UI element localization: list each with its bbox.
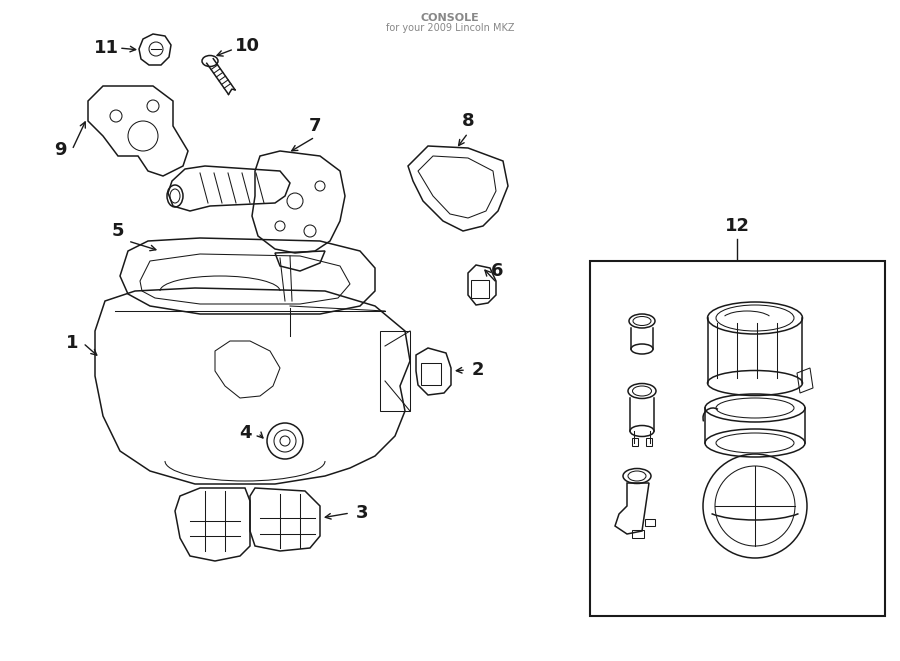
Bar: [421, 363, 441, 385]
Text: 7: 7: [309, 117, 321, 135]
Text: 1: 1: [66, 334, 78, 352]
Text: 9: 9: [54, 141, 67, 159]
Bar: [632, 438, 638, 446]
Text: 4: 4: [238, 424, 251, 442]
Text: 3: 3: [356, 504, 368, 522]
Bar: [632, 530, 644, 538]
Text: 5: 5: [112, 222, 124, 240]
Text: 12: 12: [724, 217, 750, 235]
Bar: [645, 519, 655, 526]
Bar: [590, 261, 885, 616]
Text: 11: 11: [94, 39, 119, 57]
Text: for your 2009 Lincoln MKZ: for your 2009 Lincoln MKZ: [386, 23, 514, 33]
Text: 10: 10: [235, 37, 259, 55]
Text: 2: 2: [472, 361, 484, 379]
Text: 8: 8: [462, 112, 474, 130]
Bar: [380, 331, 410, 411]
Text: CONSOLE: CONSOLE: [420, 13, 480, 23]
Text: 6: 6: [491, 262, 503, 280]
Bar: [646, 438, 652, 446]
Bar: [471, 280, 489, 298]
